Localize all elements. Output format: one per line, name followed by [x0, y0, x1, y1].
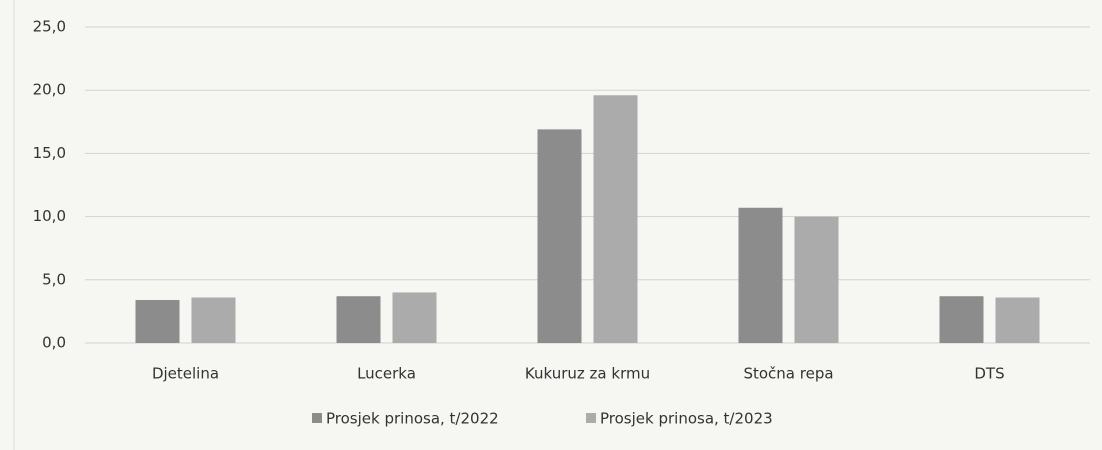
bar [135, 300, 180, 343]
bar [336, 296, 381, 343]
bar [392, 292, 437, 343]
x-tick-label: Lucerka [357, 365, 416, 383]
legend-label: Prosjek prinosa, t/2022 [326, 410, 499, 428]
bar [995, 297, 1040, 343]
x-tick-label: Stočna repa [743, 365, 833, 383]
legend-swatch [312, 413, 322, 423]
y-tick-label: 20,0 [33, 81, 66, 99]
bar [738, 207, 783, 343]
x-tick-label: Kukuruz za krmu [525, 365, 650, 383]
bar [593, 95, 638, 343]
legend-swatch [586, 413, 596, 423]
legend-label: Prosjek prinosa, t/2023 [600, 410, 773, 428]
bar [794, 216, 839, 343]
y-tick-label: 25,0 [33, 18, 66, 36]
bar [537, 129, 582, 343]
x-tick-label: Djetelina [152, 365, 219, 383]
bar [191, 297, 236, 343]
y-tick-label: 15,0 [33, 144, 66, 162]
y-tick-label: 0,0 [42, 334, 66, 352]
x-tick-label: DTS [974, 365, 1004, 383]
bar [939, 296, 984, 343]
y-tick-label: 10,0 [33, 207, 66, 225]
y-tick-label: 5,0 [42, 270, 66, 288]
